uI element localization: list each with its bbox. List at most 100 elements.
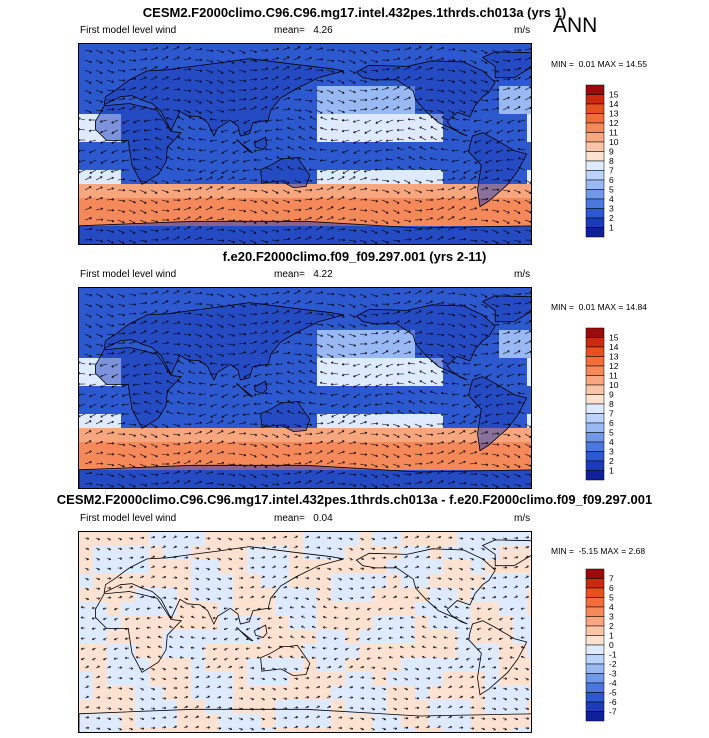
panel-2-wind-vector [348, 293, 356, 298]
panel-1-wind-vector [414, 66, 422, 71]
panel-2-wind-arrowhead [242, 413, 246, 416]
panel-3-field-cell [471, 714, 486, 729]
panel-1-wind-vector [408, 146, 416, 151]
panel-1-wind-vector [315, 109, 323, 114]
panel-1-field-cell [415, 114, 430, 129]
panel-3-field-cell [163, 546, 178, 561]
panel-1-wind-arrowhead [121, 159, 125, 163]
panel-1-wind-vector [315, 206, 323, 211]
panel-2-wind-arrowhead [276, 291, 280, 295]
panel-3-field-cell [527, 644, 531, 659]
panel-2-wind-arrowhead [89, 293, 93, 297]
panel-2-wind-arrowhead [221, 325, 224, 328]
panel-1-wind-vector [221, 139, 229, 143]
panel-3-field-cell [177, 588, 192, 603]
panel-2-wind-vector [495, 413, 504, 415]
panel-1-field-cell [177, 198, 192, 213]
panel-2-field-cell [233, 428, 248, 443]
panel-2-wind-arrowhead [430, 480, 433, 483]
panel-1-field-cell [93, 44, 108, 59]
panel-2-field-cell [415, 386, 430, 401]
panel-1-wind-arrowhead [419, 166, 422, 170]
panel-1-wind-arrowhead [517, 120, 521, 123]
panel-2-field-cell [527, 316, 531, 331]
panel-1-wind-arrowhead [419, 116, 422, 120]
panel-2-wind-arrowhead [485, 385, 488, 388]
panel-1-wind-arrowhead [463, 81, 466, 84]
panel-1-wind-vector [320, 169, 328, 172]
panel-3-field-cell [233, 644, 248, 659]
panel-2-wind-arrowhead [376, 322, 379, 326]
panel-2-wind-vector [161, 353, 170, 355]
panel-1-wind-vector [227, 239, 235, 243]
panel-2-wind-vector [95, 463, 104, 465]
panel-3-field-cell [471, 546, 486, 561]
panel-1-wind-vector [496, 139, 504, 144]
panel-1-wind-arrowhead [210, 91, 213, 94]
panel-1-field-cell [499, 128, 514, 143]
panel-2-wind-vector [221, 383, 229, 387]
panel-1-wind-vector [463, 149, 471, 153]
panel-2-field-cell [79, 344, 94, 359]
panel-3-field-cell [149, 700, 164, 715]
panel-1-wind-vector [106, 49, 114, 54]
panel-1-wind-arrowhead [199, 206, 202, 209]
panel-1-wind-arrowhead [342, 140, 345, 143]
panel-2-wind-arrowhead [134, 312, 137, 315]
panel-3-field-cell [191, 532, 206, 547]
panel-2-wind-arrowhead [485, 305, 488, 308]
panel-1-wind-arrowhead [210, 237, 214, 241]
panel-3-wind-vector [106, 547, 111, 551]
panel-2-wind-arrowhead [320, 360, 323, 363]
panel-3-field-cell [443, 574, 458, 589]
panel-2-wind-arrowhead [265, 465, 268, 468]
panel-2-wind-arrowhead [529, 445, 531, 448]
panel-1-wind-arrowhead [529, 96, 531, 99]
panel-2-wind-arrowhead [452, 335, 455, 338]
panel-1-wind-vector [359, 108, 367, 111]
panel-1-wind-arrowhead [232, 161, 235, 164]
panel-2-field-cell [317, 428, 332, 443]
panel-1-wind-arrowhead [309, 67, 313, 71]
panel-1-wind-vector [359, 79, 367, 83]
panel-1-wind-arrowhead [287, 126, 290, 130]
panel-1-wind-arrowhead [298, 156, 301, 160]
panel-1-wind-arrowhead [177, 77, 181, 80]
panel-2-wind-arrowhead [375, 365, 378, 368]
panel-2-field-cell [457, 428, 472, 443]
panel-3-field-cell [135, 574, 150, 589]
panel-1-wind-arrowhead [221, 207, 224, 210]
panel-2-wind-vector [506, 393, 515, 395]
panel-2-wind-arrowhead [430, 451, 434, 455]
panel-2-wind-vector [216, 293, 224, 297]
panel-2-field-cell [177, 442, 192, 457]
panel-2-wind-arrowhead [364, 404, 367, 408]
panel-2-field-cell [373, 344, 388, 359]
panel-1-wind-arrowhead [112, 208, 115, 212]
panel-2-field-cell [331, 386, 346, 401]
panel-1-wind-arrowhead [518, 230, 521, 234]
panel-1-wind-arrowhead [265, 211, 268, 214]
panel-1-wind-arrowhead [132, 167, 136, 170]
panel-2-wind-arrowhead [474, 353, 478, 357]
panel-2-field-cell [247, 400, 262, 415]
panel-2-wind-vector [397, 382, 405, 385]
panel-2-wind-vector [298, 390, 306, 395]
panel-1-wind-vector [238, 69, 246, 73]
panel-2-wind-arrowhead [166, 471, 170, 475]
panel-2-wind-vector [183, 480, 191, 485]
panel-2-wind-arrowhead [320, 480, 323, 483]
panel-1-field-cell [149, 198, 164, 213]
panel-2-field-cell [345, 330, 360, 345]
panel-2-wind-vector [166, 370, 174, 375]
panel-2-wind-arrowhead [342, 450, 345, 454]
panel-1-wind-vector [507, 168, 515, 171]
panel-3-wind-arrowhead [218, 547, 221, 551]
panel-2-wind-arrowhead [441, 381, 444, 384]
panel-2-wind-vector [447, 421, 455, 425]
panel-2-wind-vector [414, 481, 422, 485]
panel-2-field-cell [233, 442, 248, 457]
panel-1-field-cell [79, 142, 94, 157]
panel-2-wind-arrowhead [496, 475, 499, 478]
